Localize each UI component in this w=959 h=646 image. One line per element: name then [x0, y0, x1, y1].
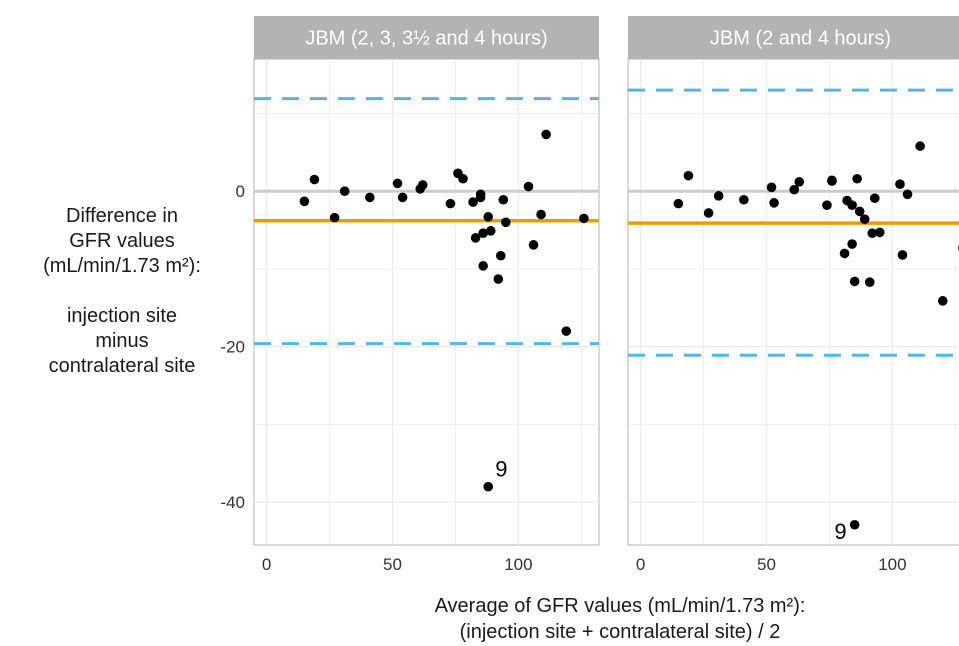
data-point [417, 180, 428, 190]
data-point [339, 186, 350, 196]
data-point [561, 326, 572, 336]
data-point [867, 228, 878, 238]
data-point [713, 191, 724, 201]
data-point [475, 192, 486, 203]
x-label-line-1: Average of GFR values (mL/min/1.73 m²): [434, 595, 806, 617]
panel-background [627, 58, 959, 546]
panel-strip [254, 16, 599, 59]
panel-strip [628, 16, 959, 59]
data-point [478, 261, 488, 271]
data-point [769, 198, 779, 208]
panel-2: JBM (2 and 4 hours) 9 0 50 100 [627, 16, 959, 574]
y-label-line-6: minus [95, 330, 149, 352]
data-point [937, 296, 948, 306]
data-point [875, 227, 885, 238]
data-point [847, 200, 857, 210]
data-point [847, 239, 857, 249]
point-annotation: 9 [495, 457, 507, 482]
panel-background [253, 58, 600, 546]
data-point [483, 212, 493, 222]
y-label-line-5: injection site [66, 305, 178, 327]
data-point [528, 240, 539, 250]
data-point [478, 228, 488, 238]
data-point [541, 129, 551, 140]
y-tick-label: -20 [220, 338, 245, 357]
data-point [397, 192, 408, 203]
point-annotation: 9 [834, 519, 846, 544]
data-point [869, 193, 880, 203]
data-point [739, 194, 749, 205]
data-point [309, 174, 320, 185]
data-point [470, 233, 481, 243]
data-point [849, 276, 860, 287]
data-point [673, 198, 684, 209]
x-tick-label: 50 [757, 555, 776, 574]
x-tick-label: 0 [636, 555, 645, 574]
data-point [485, 226, 496, 236]
y-label-line-3: (mL/min/1.73 m²): [43, 255, 201, 277]
data-point [468, 197, 478, 207]
data-point [839, 248, 850, 259]
data-point [766, 182, 777, 193]
data-point [703, 208, 714, 218]
x-tick-label: 100 [504, 555, 532, 574]
data-point [895, 179, 905, 189]
data-point [683, 170, 694, 181]
panel-title: JBM (2, 3, 3½ and 4 hours) [305, 28, 547, 50]
y-label-line-2: GFR values [69, 230, 175, 252]
data-point [915, 141, 925, 151]
data-point [483, 481, 493, 492]
data-point [523, 181, 534, 192]
y-label-line-1: Difference in [66, 205, 178, 227]
data-point [365, 192, 375, 203]
data-point [854, 206, 865, 217]
data-point [536, 209, 546, 220]
x-label-line-2: (injection site + contralateral site) / … [459, 621, 781, 643]
x-axis-label: Average of GFR values (mL/min/1.73 m²): … [270, 593, 959, 645]
data-point [849, 519, 860, 530]
data-point [827, 175, 837, 186]
x-tick-label: 0 [262, 555, 271, 574]
y-tick-label: 0 [236, 182, 245, 201]
data-point [498, 194, 509, 205]
data-point [902, 189, 913, 200]
y-label-spacer [0, 279, 244, 304]
data-point [445, 198, 456, 209]
x-tick-label: 50 [383, 555, 402, 574]
data-point [493, 274, 504, 284]
data-point [794, 177, 805, 187]
data-point [822, 200, 832, 210]
x-tick-label: 100 [878, 555, 906, 574]
data-point [852, 173, 862, 184]
y-tick-label: -40 [220, 493, 245, 512]
y-axis-label: Difference in GFR values (mL/min/1.73 m²… [0, 204, 244, 379]
data-point [501, 217, 511, 228]
data-point [897, 250, 908, 260]
data-point [495, 250, 506, 261]
panel-title: JBM (2 and 4 hours) [710, 28, 891, 50]
y-label-line-7: contralateral site [48, 355, 196, 377]
data-point [864, 277, 875, 287]
data-point [859, 214, 870, 224]
data-point [789, 184, 800, 195]
data-point [329, 212, 340, 223]
data-point [392, 178, 403, 189]
data-point [299, 196, 310, 207]
data-point [579, 213, 589, 224]
data-point [458, 173, 468, 184]
panel-1: JBM (2, 3, 3½ and 4 hours) 9 0 50 100 0 -20 -40 [220, 16, 600, 574]
